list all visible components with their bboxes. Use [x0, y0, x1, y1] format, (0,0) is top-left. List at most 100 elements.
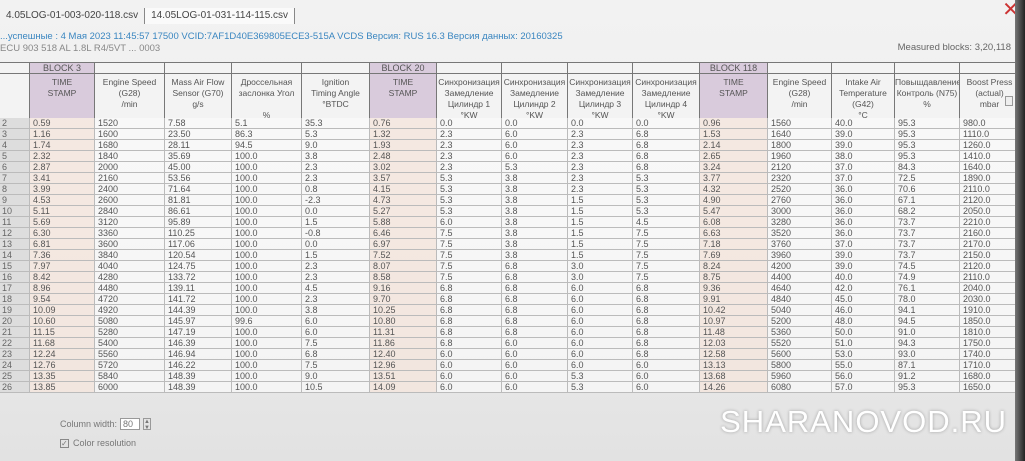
table-row[interactable]: 16 8.42 4280 133.72 100.0 2.3 8.58 7.5 6.8 3.0 7.5…: [0, 272, 1020, 283]
table-row[interactable]: 9 4.53 2600 81.81 100.0 -2.3 4.73 5.3 3.8 1.5 5.3 4…: [0, 195, 1020, 206]
row-number: 13: [0, 239, 30, 249]
table-cell: 3000: [768, 206, 832, 216]
table-row[interactable]: 20 10.60 5080 145.97 99.6 6.0 10.80 6.8 6.8 6.0 6.…: [0, 316, 1020, 327]
table-cell: 2.87: [30, 162, 95, 172]
table-cell: 10.97: [700, 316, 768, 326]
table-row[interactable]: 23 12.24 5560 146.94 100.0 6.8 12.40 6.0 6.0 6.0 6…: [0, 349, 1020, 360]
table-cell: 1.16: [30, 129, 95, 139]
table-cell: 5.3: [437, 206, 502, 216]
table-cell: 2.3: [568, 162, 633, 172]
table-cell: 37.0: [832, 162, 895, 172]
table-row[interactable]: 22 11.68 5400 146.39 100.0 7.5 11.86 6.8 6.0 6.0 6…: [0, 338, 1020, 349]
table-cell: 4840: [768, 294, 832, 304]
table-cell: 5040: [768, 305, 832, 315]
row-number: 11: [0, 217, 30, 227]
table-cell: 6.0: [437, 382, 502, 392]
table-row[interactable]: 13 6.81 3600 117.06 100.0 0.0 6.97 7.5 3.8 1.5 7.5…: [0, 239, 1020, 250]
table-cell: 100.0: [232, 261, 302, 271]
table-row[interactable]: 18 9.54 4720 141.72 100.0 2.3 9.70 6.8 6.8 6.0 6.8…: [0, 294, 1020, 305]
table-cell: 5600: [768, 349, 832, 359]
table-cell: 6.8: [502, 272, 568, 282]
table-cell: 39.0: [832, 261, 895, 271]
table-row[interactable]: 15 7.97 4040 124.75 100.0 2.3 8.07 7.5 6.8 3.0 7.5…: [0, 261, 1020, 272]
table-row[interactable]: 26 13.85 6000 148.39 100.0 10.5 14.09 6.0 6.0 5.3…: [0, 382, 1020, 393]
table-cell: 1740.0: [960, 349, 1020, 359]
table-cell: 3.77: [700, 173, 768, 183]
block-header-empty: [832, 62, 895, 73]
table-cell: 7.58: [165, 118, 232, 128]
table-cell: 5360: [768, 327, 832, 337]
table-cell: 3.8: [502, 195, 568, 205]
table-cell: 2150.0: [960, 250, 1020, 260]
table-row[interactable]: 3 1.16 1600 23.50 86.3 5.3 1.32 2.3 6.0 2.3 6.8 1.5…: [0, 129, 1020, 140]
table-cell: 980.0: [960, 118, 1020, 128]
table-cell: 6.0: [437, 217, 502, 227]
table-cell: 56.0: [832, 371, 895, 381]
table-cell: 7.5: [437, 250, 502, 260]
table-cell: 110.25: [165, 228, 232, 238]
table-cell: 146.39: [165, 338, 232, 348]
row-number: 16: [0, 272, 30, 282]
table-cell: 6.8: [437, 338, 502, 348]
table-cell: 2.3: [437, 129, 502, 139]
tab-log-003-020-118[interactable]: 4.05LOG-01-003-020-118.csv: [0, 8, 146, 24]
table-cell: 6.8: [502, 305, 568, 315]
table-row[interactable]: 12 6.30 3360 110.25 100.0 -0.8 6.46 7.5 3.8 1.5 7.…: [0, 228, 1020, 239]
table-cell: 40.0: [832, 272, 895, 282]
table-cell: 5.47: [700, 206, 768, 216]
table-cell: -0.8: [302, 228, 370, 238]
table-cell: 3360: [95, 228, 165, 238]
table-cell: 5.3: [633, 173, 700, 183]
table-row[interactable]: 25 13.35 5840 148.39 100.0 9.0 13.51 6.0 6.0 5.3 6…: [0, 371, 1020, 382]
table-cell: 6.0: [437, 349, 502, 359]
column-width-spinner[interactable]: ▲ ▼: [143, 418, 152, 431]
row-number: 23: [0, 349, 30, 359]
color-resolution-checkbox[interactable]: ✓: [60, 438, 69, 448]
table-cell: 2400: [95, 184, 165, 194]
table-row[interactable]: 7 3.41 2160 53.56 100.0 2.3 3.57 5.3 3.8 2.3 5.3 3.…: [0, 173, 1020, 184]
table-cell: 55.0: [832, 360, 895, 370]
log-info-line: ...успешные : 4 Мая 2023 11:45:57 17500 …: [0, 31, 563, 42]
table-cell: 1600: [95, 129, 165, 139]
table-cell: 6.8: [633, 151, 700, 161]
table-row[interactable]: 8 3.99 2400 71.64 100.0 0.8 4.15 5.3 3.8 2.3 5.3 4.…: [0, 184, 1020, 195]
table-cell: 9.70: [370, 294, 437, 304]
table-cell: 0.0: [502, 118, 568, 128]
table-cell: 133.72: [165, 272, 232, 282]
table-cell: 7.69: [700, 250, 768, 260]
table-cell: 2320: [768, 173, 832, 183]
table-row[interactable]: 5 2.32 1840 35.69 100.0 3.8 2.48 2.3 6.0 2.3 6.8 2.…: [0, 151, 1020, 162]
table-cell: 2.3: [568, 184, 633, 194]
close-icon[interactable]: ✕: [1002, 0, 1019, 21]
table-row[interactable]: 17 8.96 4480 139.11 100.0 4.5 9.16 6.8 6.8 6.0 6.8…: [0, 283, 1020, 294]
table-cell: 100.0: [232, 327, 302, 337]
table-cell: 7.18: [700, 239, 768, 249]
table-cell: 4.53: [30, 195, 95, 205]
table-cell: 10.25: [370, 305, 437, 315]
table-cell: 6.8: [437, 305, 502, 315]
table-cell: 5.69: [30, 217, 95, 227]
table-row[interactable]: 6 2.87 2000 45.00 100.0 2.3 3.02 2.3 5.3 2.3 6.8 3.…: [0, 162, 1020, 173]
scrollbar[interactable]: [1005, 96, 1013, 106]
column-width-input[interactable]: 80: [120, 418, 141, 430]
table-cell: 9.91: [700, 294, 768, 304]
table-row[interactable]: 2 0.59 1520 7.58 5.1 35.3 0.76 0.0 0.0 0.0 0.0 0.96…: [0, 118, 1020, 129]
table-cell: 4280: [95, 272, 165, 282]
table-cell: 3.8: [502, 239, 568, 249]
table-row[interactable]: 10 5.11 2840 86.61 100.0 0.0 5.27 5.3 3.8 1.5 5.3 5…: [0, 206, 1020, 217]
table-row[interactable]: 21 11.15 5280 147.19 100.0 6.0 11.31 6.8 6.8 6.0 6…: [0, 327, 1020, 338]
table-row[interactable]: 14 7.36 3840 120.54 100.0 1.5 7.52 7.5 3.8 1.5 7.5…: [0, 250, 1020, 261]
table-cell: 70.6: [895, 184, 960, 194]
table-cell: 68.2: [895, 206, 960, 216]
column-header: Синхронизация Замедление Цилиндр 2 °KW: [502, 73, 568, 118]
table-cell: 2.3: [568, 140, 633, 150]
tab-log-031-114-115[interactable]: 14.05LOG-01-031-114-115.csv: [145, 8, 296, 24]
table-row[interactable]: 19 10.09 4920 144.39 100.0 3.8 10.25 6.8 6.8 6.0 6…: [0, 305, 1020, 316]
color-resolution-label: Color resolution: [73, 438, 137, 448]
table-row[interactable]: 11 5.69 3120 95.89 100.0 1.5 5.88 6.0 3.8 1.5 4.5 6…: [0, 217, 1020, 228]
table-cell: 3600: [95, 239, 165, 249]
table-row[interactable]: 24 12.76 5720 146.22 100.0 7.5 12.96 6.0 6.0 6.0 6…: [0, 360, 1020, 371]
table-cell: 91.0: [895, 327, 960, 337]
row-number-header: [0, 73, 30, 118]
table-row[interactable]: 4 1.74 1680 28.11 94.5 9.0 1.93 2.3 6.0 2.3 6.8 2.1…: [0, 140, 1020, 151]
